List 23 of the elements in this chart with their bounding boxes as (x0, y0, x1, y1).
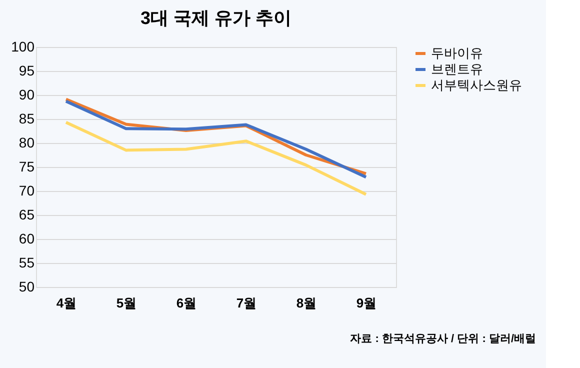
text: 자료 : 한국석유공사 / 단위 : 달러/배럴 (350, 333, 536, 345)
y-tick-label: 100 (11, 38, 35, 54)
x-tick-label: 7월 (236, 296, 257, 310)
legend-label: 두바이유 (431, 46, 483, 60)
chart-title: 3대 국제 유가 추이 (140, 8, 292, 28)
y-tick-label: 50 (18, 278, 35, 294)
y-tick-label: 65 (18, 206, 35, 222)
line-series (64, 120, 368, 196)
x-tick-label: 4월 (56, 296, 77, 310)
y-tick-label: 90 (18, 86, 35, 102)
y-tick-label: 55 (18, 254, 35, 270)
y-tick-label: 95 (18, 62, 35, 78)
x-tick-label: 8월 (296, 296, 317, 310)
y-tick-label: 75 (18, 158, 35, 174)
x-tick-label: 9월 (356, 296, 377, 310)
x-tick-label: 5월 (116, 296, 137, 310)
y-tick-label: 85 (18, 110, 35, 126)
x-tick-label: 6월 (176, 296, 197, 310)
y-tick-label: 60 (18, 230, 35, 246)
y-tick-label: 80 (18, 134, 35, 150)
y-tick-label: 70 (18, 182, 35, 198)
legend-label: 서부텍사스원유 (431, 78, 522, 92)
legend-label: 브렌트유 (431, 62, 483, 76)
